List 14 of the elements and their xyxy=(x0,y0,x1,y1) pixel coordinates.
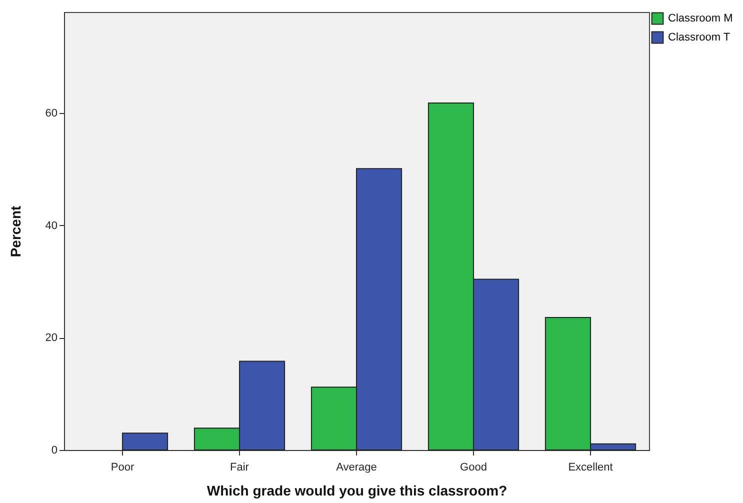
x-tick-label: Good xyxy=(460,462,487,474)
y-tick-label: 60 xyxy=(45,108,58,120)
y-tick-label: 40 xyxy=(45,220,58,232)
y-tick-label: 20 xyxy=(45,332,58,344)
bar xyxy=(122,432,168,450)
y-tick-label: 0 xyxy=(51,444,58,456)
x-axis-title: Which grade would you give this classroom? xyxy=(206,482,508,498)
x-tick-label: Poor xyxy=(110,462,134,474)
x-tick-label: Fair xyxy=(230,462,250,474)
legend-label: Classroom M xyxy=(668,12,733,24)
legend-label: Classroom T xyxy=(668,32,730,44)
x-tick-label: Excellent xyxy=(568,462,613,474)
y-axis-title: Percent xyxy=(7,205,24,258)
x-tick-label: Average xyxy=(336,462,377,474)
